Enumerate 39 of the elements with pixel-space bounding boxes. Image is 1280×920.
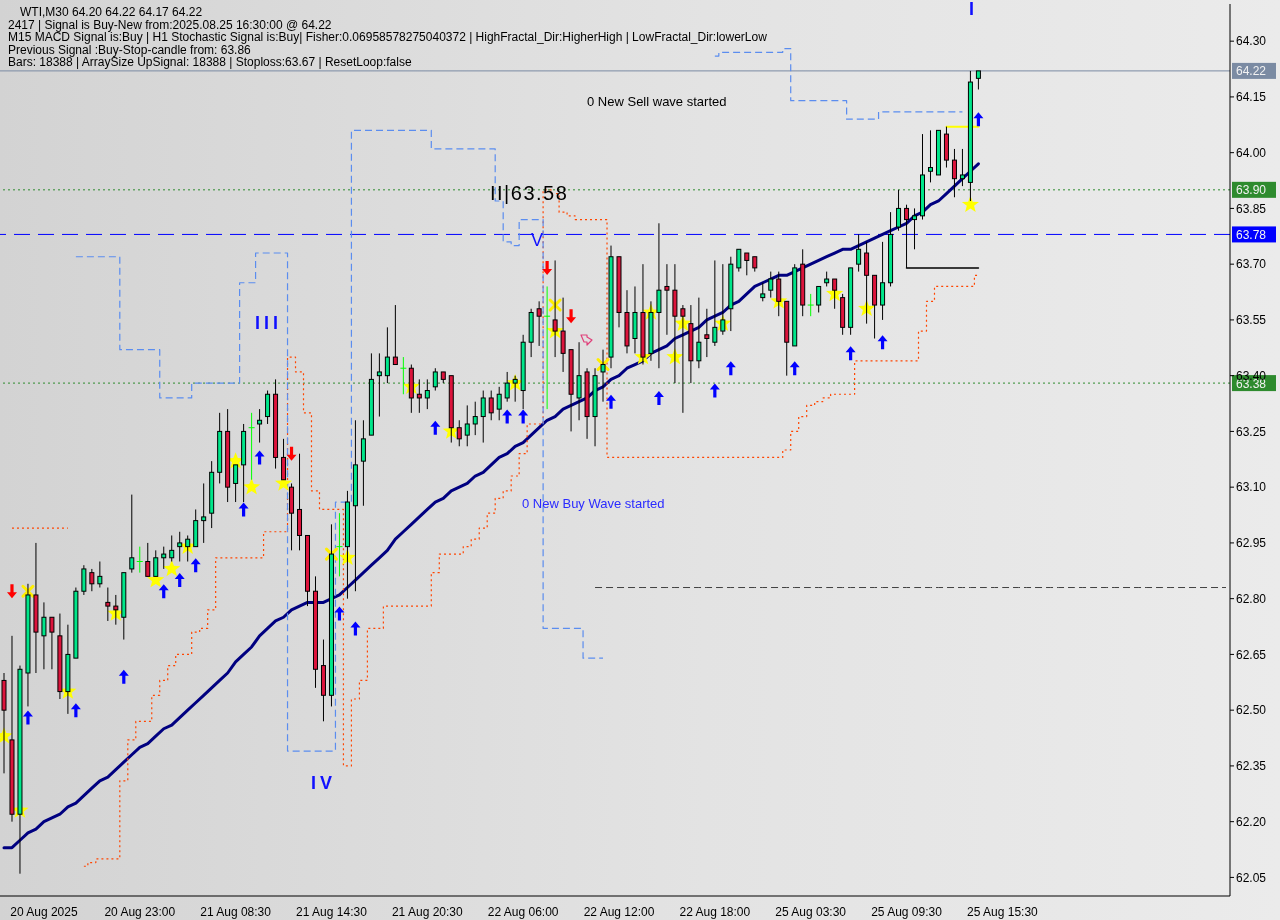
annotation: II|63.58 bbox=[490, 182, 569, 204]
annotation: 2417 | Signal is Buy-New from:2025.08.25 16:30:00 @ 64.22 bbox=[8, 17, 332, 32]
x-tick-label: 20 Aug 2025 bbox=[10, 905, 78, 919]
x-tick-label: 22 Aug 06:00 bbox=[487, 905, 559, 919]
annotation: III bbox=[255, 313, 283, 333]
x-tick-label: 25 Aug 03:30 bbox=[775, 905, 847, 919]
ref-line-label: 63.90 bbox=[1236, 183, 1267, 198]
annotation: I bbox=[969, 0, 975, 19]
y-tick-label: 63.70 bbox=[1236, 257, 1267, 272]
x-tick-label: 21 Aug 08:30 bbox=[200, 905, 272, 919]
chart-title: WTI,M30 64.20 64.22 64.17 64.22 bbox=[20, 5, 203, 19]
ref-line-label: 64.22 bbox=[1236, 64, 1267, 79]
y-tick-label: 62.20 bbox=[1236, 814, 1267, 829]
y-tick-label: 62.05 bbox=[1236, 870, 1267, 885]
x-tick-label: 25 Aug 15:30 bbox=[967, 905, 1039, 919]
y-tick-label: 63.10 bbox=[1236, 480, 1267, 495]
x-tick-label: 21 Aug 20:30 bbox=[391, 905, 463, 919]
y-tick-label: 64.00 bbox=[1236, 145, 1267, 160]
y-tick-label: 64.30 bbox=[1236, 34, 1267, 49]
y-tick-label: 62.50 bbox=[1236, 703, 1267, 718]
y-tick-label: 62.80 bbox=[1236, 591, 1267, 606]
y-tick-label: 64.15 bbox=[1236, 90, 1267, 105]
y-tick-label: 63.55 bbox=[1236, 313, 1267, 328]
x-tick-label: 22 Aug 12:00 bbox=[583, 905, 655, 919]
y-tick-label: 62.65 bbox=[1236, 647, 1267, 662]
ref-line-label: 63.78 bbox=[1236, 227, 1267, 242]
y-tick-label: 63.85 bbox=[1236, 201, 1267, 216]
x-tick-label: 25 Aug 09:30 bbox=[871, 905, 943, 919]
x-tick-label: 21 Aug 14:30 bbox=[296, 905, 368, 919]
annotation: 0 New Sell wave started bbox=[587, 94, 727, 109]
y-tick-label: 62.35 bbox=[1236, 759, 1267, 774]
y-tick-label: 63.25 bbox=[1236, 424, 1267, 439]
annotation: 0 New Buy Wave started bbox=[522, 496, 665, 511]
x-tick-label: 22 Aug 18:00 bbox=[679, 905, 751, 919]
annotation: V bbox=[531, 230, 544, 250]
annotation: Bars: 18388 | ArraySize UpSignal: 18388 | Stoploss:63.67 | ResetLoop:false bbox=[8, 55, 412, 69]
x-tick-label: 20 Aug 23:00 bbox=[104, 905, 176, 919]
y-tick-label: 62.95 bbox=[1236, 536, 1267, 551]
annotation: IV bbox=[311, 773, 337, 793]
